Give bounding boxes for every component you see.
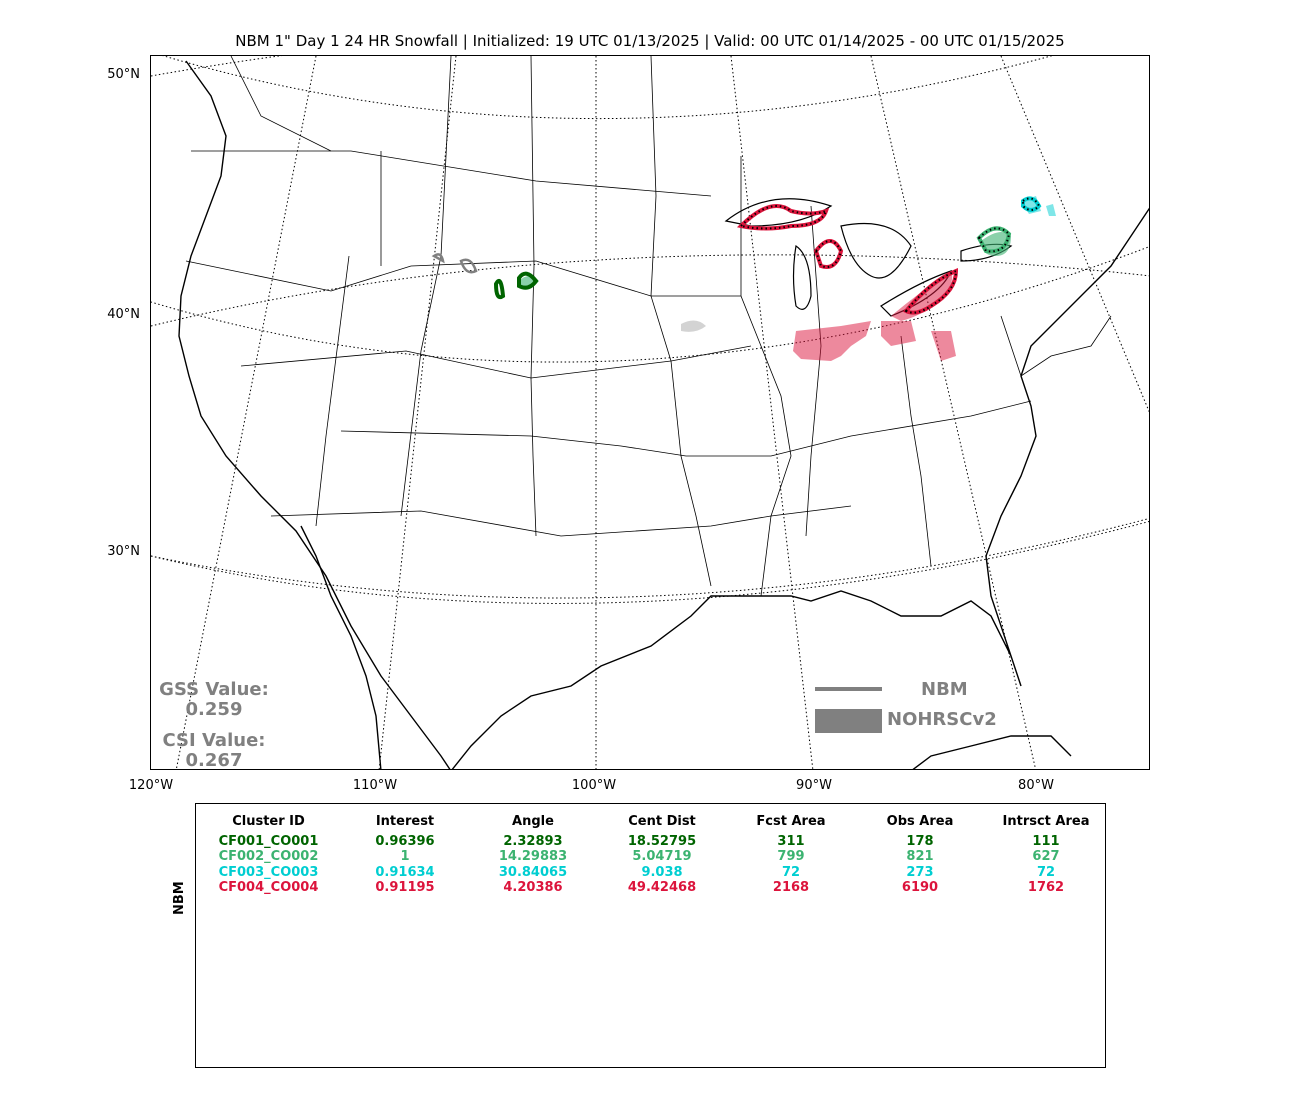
fcst-unmatched-a — [459, 258, 478, 274]
table-cell: 14.29883 — [498, 849, 568, 864]
legend-forecast-line — [815, 687, 882, 691]
table-header-cell: Angle — [512, 814, 554, 829]
lat-label-50n: 50°N — [107, 67, 140, 82]
snowfall-map — [151, 56, 1149, 769]
table-cell: 18.52795 — [627, 833, 697, 849]
table-cell: 72 — [781, 864, 801, 880]
table-cell: 311 — [777, 833, 805, 849]
table-cell: 178 — [906, 833, 934, 849]
table-cell: 6190 — [901, 880, 939, 895]
obs-cluster4-wv — [931, 331, 956, 361]
state-borders — [185, 56, 1112, 597]
lon-label-120w: 120°W — [128, 778, 174, 793]
gss-label: GSS Value: — [159, 679, 269, 700]
csi-label: CSI Value: — [162, 730, 266, 751]
obs-cluster3b — [1046, 204, 1056, 216]
lat-line-40 — [151, 254, 1149, 327]
legend-observed-label: NOHRSCv2 — [887, 709, 997, 730]
table-cell: 111 — [1032, 833, 1060, 849]
gss-value: 0.259 — [185, 699, 243, 720]
coastline — [178, 60, 1149, 769]
intersection-dots — [738, 197, 1041, 314]
chart-title: NBM 1" Day 1 24 HR Snowfall | Initialize… — [235, 32, 1065, 50]
fcst-cluster4-mi — [813, 239, 844, 269]
table-cell: 2.32893 — [503, 833, 563, 849]
lon-label-90w: 90°W — [796, 778, 832, 793]
table-cell: 72 — [1036, 864, 1056, 880]
table-header-cell: Cent Dist — [628, 814, 696, 829]
table-cell: CF002_CO002 — [218, 849, 319, 864]
fcst-cluster3 — [1021, 196, 1042, 212]
table-cell: 273 — [906, 864, 934, 880]
legend-observed-box — [815, 709, 882, 733]
table-cell: 0.96396 — [375, 833, 435, 849]
table-cell: CF001_CO001 — [218, 833, 319, 849]
map-frame — [150, 55, 1150, 770]
obs-cluster4-indiana — [793, 321, 871, 361]
fcst-cluster2 — [976, 226, 1012, 254]
table-cell: 1 — [400, 849, 410, 864]
table-cell: 49.42468 — [627, 880, 697, 895]
fcst-unmatched-b — [431, 253, 445, 264]
table-cell: 30.84065 — [498, 864, 568, 880]
lat-line-30 — [151, 521, 1149, 604]
lon-label-100w: 100°W — [571, 778, 617, 793]
table-cell: 4.20386 — [503, 880, 563, 895]
lon-label-110w: 110°W — [352, 778, 398, 793]
stats-table: Cluster ID Interest Angle Cent Dist Fcst Are… — [195, 803, 1106, 1068]
table-header-cell: Fcst Area — [756, 814, 826, 829]
table-cell: 9.038 — [641, 864, 683, 880]
great-lakes — [724, 198, 1013, 317]
csi-value: 0.267 — [185, 750, 243, 771]
legend-forecast-label: NBM — [921, 679, 968, 700]
table-row-label: NBM — [172, 881, 187, 915]
obs-cluster4-ohio — [881, 321, 916, 346]
table-cell: 0.91195 — [375, 880, 435, 895]
table-cell: 1762 — [1027, 880, 1065, 895]
observed-areas — [519, 196, 1056, 361]
table-header-cell: Cluster ID — [232, 814, 305, 829]
table-cell: CF004_CO004 — [218, 880, 319, 895]
stats-table-grid: Cluster ID Interest Angle Cent Dist Fcst Are… — [196, 814, 1105, 896]
obs-unmatched-iowa — [681, 320, 706, 332]
forecast-contours — [431, 196, 1042, 315]
fcst-cluster1b — [517, 271, 539, 290]
table-cell: 627 — [1032, 849, 1060, 864]
lat-label-30n: 30°N — [107, 544, 140, 559]
table-cell: CF003_CO003 — [218, 864, 319, 880]
table-cell: 2168 — [772, 880, 810, 895]
fcst-cluster1a — [493, 279, 506, 300]
table-header-cell: Interest — [375, 814, 435, 829]
table-header-cell: Intrsct Area — [1002, 814, 1090, 829]
table-cell: 0.91634 — [375, 864, 435, 880]
graticule — [151, 56, 1149, 769]
table-header-cell: Obs Area — [886, 814, 954, 829]
lat-label-40n: 40°N — [107, 307, 140, 322]
lon-label-80w: 80°W — [1018, 778, 1054, 793]
fcst-cluster4-up — [736, 204, 830, 231]
table-cell: 5.04719 — [632, 849, 692, 864]
table-cell: 799 — [777, 849, 805, 864]
table-cell: 821 — [906, 849, 934, 864]
